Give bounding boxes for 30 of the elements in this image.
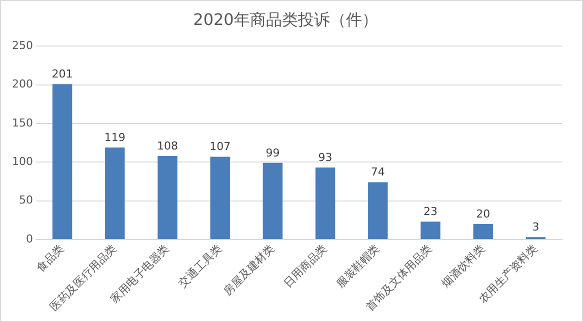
data-label: 74 bbox=[370, 166, 385, 179]
x-tick-label: 食品类 bbox=[34, 242, 66, 275]
data-label: 99 bbox=[266, 146, 280, 160]
bar bbox=[473, 224, 493, 239]
bar bbox=[210, 156, 230, 239]
bar bbox=[105, 147, 125, 239]
bar bbox=[368, 182, 388, 239]
bar bbox=[158, 156, 178, 239]
chart-title: 2020年商品类投诉（件） bbox=[193, 10, 378, 29]
y-tick-label: 100 bbox=[12, 155, 33, 168]
x-tick-label: 烟酒饮料类 bbox=[439, 242, 488, 290]
data-label: 201 bbox=[52, 67, 73, 80]
data-label: 20 bbox=[476, 207, 490, 220]
x-tick-label: 日用商品类 bbox=[281, 242, 330, 290]
data-label: 107 bbox=[210, 140, 231, 154]
x-tick-label: 服装鞋帽类 bbox=[334, 242, 382, 290]
y-tick-label: 200 bbox=[12, 78, 33, 91]
bar bbox=[52, 84, 72, 239]
data-label: 108 bbox=[156, 139, 178, 152]
y-tick-label: 0 bbox=[26, 232, 33, 246]
y-tick-label: 50 bbox=[18, 194, 33, 207]
data-label: 119 bbox=[104, 130, 126, 144]
bar bbox=[262, 162, 283, 239]
data-label: 23 bbox=[424, 205, 438, 218]
data-label: 3 bbox=[532, 220, 540, 234]
bar bbox=[420, 222, 440, 239]
y-tick-label: 250 bbox=[12, 39, 33, 52]
bar bbox=[315, 168, 336, 239]
data-label: 93 bbox=[318, 150, 332, 164]
y-tick-label: 150 bbox=[12, 116, 33, 130]
